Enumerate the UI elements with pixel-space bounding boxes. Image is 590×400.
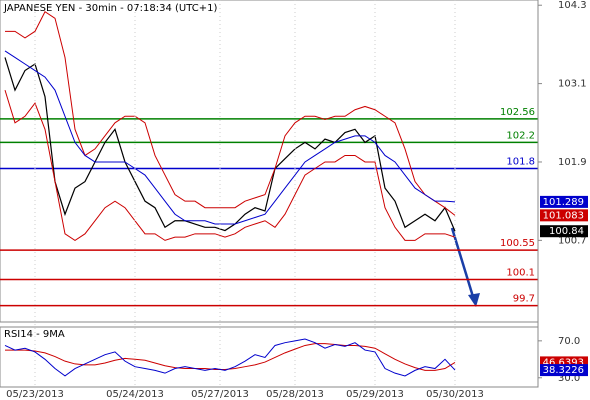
main-panel bbox=[0, 0, 539, 323]
x-tick-label: 05/23/2013 bbox=[6, 389, 64, 400]
series-line bbox=[4, 50, 456, 225]
last-value-label: 38.3226 bbox=[543, 365, 584, 376]
y-tick-label: 104.3 bbox=[558, 0, 587, 11]
arrow bbox=[450, 227, 480, 307]
series-line bbox=[5, 11, 456, 216]
x-tick-label: 05/24/2013 bbox=[106, 389, 164, 400]
series-line bbox=[4, 89, 456, 241]
last-value-label: 101.083 bbox=[543, 210, 584, 221]
level-label: 99.7 bbox=[513, 294, 535, 305]
series-line bbox=[4, 338, 456, 377]
rsi-panel bbox=[0, 326, 539, 388]
rsi-title: RSI14 - 9MA bbox=[4, 329, 65, 340]
x-tick-label: 05/29/2013 bbox=[346, 389, 404, 400]
x-tick-label: 05/28/2013 bbox=[266, 389, 324, 400]
y-tick-label: 30.0 bbox=[558, 373, 580, 384]
y-tick-label: 103.1 bbox=[558, 79, 587, 90]
y-tick-label: 100.7 bbox=[558, 235, 587, 246]
level-label: 100.55 bbox=[500, 238, 535, 249]
last-value-box bbox=[540, 364, 588, 377]
y-tick-label: 101.9 bbox=[558, 157, 587, 168]
last-value-label: 46.6393 bbox=[543, 357, 584, 368]
chart-title: JAPANESE YEN - 30min - 07:18:34 (UTC+1) bbox=[3, 3, 217, 14]
y-tick-label: 70.0 bbox=[558, 336, 580, 347]
x-tick-label: 05/30/2013 bbox=[426, 389, 484, 400]
last-value-box bbox=[540, 225, 588, 238]
last-value-label: 100.84 bbox=[549, 226, 584, 237]
level-label: 102.56 bbox=[500, 107, 535, 118]
level-label: 100.1 bbox=[506, 268, 535, 279]
x-tick-label: 05/27/2013 bbox=[191, 389, 249, 400]
last-value-box bbox=[540, 209, 588, 222]
level-label: 101.8 bbox=[506, 157, 535, 168]
last-value-box bbox=[540, 195, 588, 208]
series-line bbox=[4, 57, 456, 232]
last-value-label: 101.289 bbox=[543, 197, 584, 208]
level-label: 102.2 bbox=[506, 130, 535, 141]
